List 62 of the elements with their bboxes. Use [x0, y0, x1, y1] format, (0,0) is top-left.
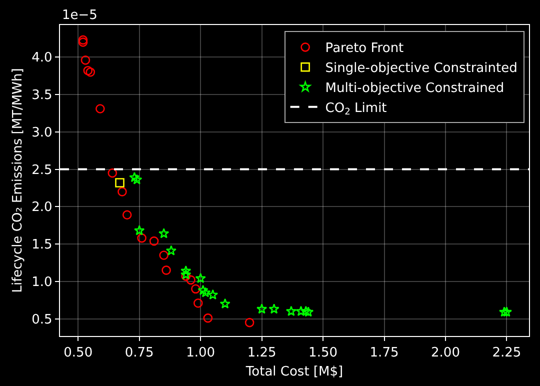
- point: [149, 236, 159, 246]
- point: [193, 298, 203, 308]
- point: [78, 35, 88, 45]
- point: [108, 168, 118, 178]
- point: [122, 210, 132, 220]
- point: [158, 228, 170, 238]
- point: [115, 178, 124, 188]
- point: [132, 174, 142, 184]
- point: [286, 306, 296, 316]
- x-tick-label: 2.00: [431, 346, 460, 361]
- y-tick-label: 3.0: [32, 125, 52, 140]
- point: [244, 318, 254, 328]
- y-tick-label: 0.5: [32, 312, 52, 328]
- point: [268, 304, 280, 314]
- legend-label: Single-objective Constrainted: [325, 61, 518, 76]
- point: [134, 225, 145, 236]
- y-tick-label: 2.5: [32, 162, 52, 178]
- point: [208, 289, 218, 300]
- point: [86, 67, 96, 77]
- y-tick-label: 4.0: [32, 50, 52, 66]
- point: [80, 55, 90, 65]
- x-tick-label: 1.25: [247, 346, 276, 361]
- point: [303, 306, 314, 317]
- point: [137, 233, 146, 243]
- point: [83, 66, 93, 76]
- x-tick-label: 1.75: [370, 346, 399, 361]
- point: [501, 306, 512, 317]
- x-tick-label: 1.00: [186, 346, 216, 361]
- point: [300, 306, 312, 316]
- legend-label: Multi-objective Constrained: [325, 81, 504, 96]
- point: [159, 250, 168, 260]
- legend-label: Pareto Front: [325, 41, 404, 56]
- x-tick-label: 2.25: [492, 346, 522, 361]
- point: [186, 275, 196, 285]
- point: [191, 284, 200, 294]
- point: [166, 245, 176, 256]
- point: [296, 306, 306, 316]
- y-tick-label: 3.5: [32, 88, 52, 104]
- point: [498, 306, 510, 317]
- point: [203, 313, 213, 323]
- point: [180, 265, 192, 276]
- point: [96, 104, 105, 114]
- point: [162, 266, 171, 275]
- point: [198, 284, 208, 296]
- y-axis-title: Lifecycle CO₂ Emissions [MT/MWh]: [10, 68, 26, 293]
- point: [180, 269, 192, 280]
- y-tick-label: 1.5: [32, 238, 52, 253]
- x-tick-label: 1.50: [308, 346, 338, 361]
- point: [220, 298, 230, 308]
- x-tick-label: 0.50: [64, 346, 93, 361]
- point: [129, 172, 140, 182]
- point: [200, 287, 211, 298]
- y-tick-label: 1.0: [32, 274, 52, 290]
- point: [195, 272, 206, 284]
- point: [78, 38, 88, 47]
- legend-label: CO$_{2}$ Limit: [325, 100, 387, 118]
- y-tick-label: 2.0: [32, 200, 52, 216]
- text: 1e−5: [62, 8, 98, 23]
- point: [118, 187, 127, 196]
- x-axis-title: Total Cost [M$]: [244, 364, 344, 380]
- x-tick-label: 0.75: [124, 346, 154, 361]
- point: [256, 304, 268, 314]
